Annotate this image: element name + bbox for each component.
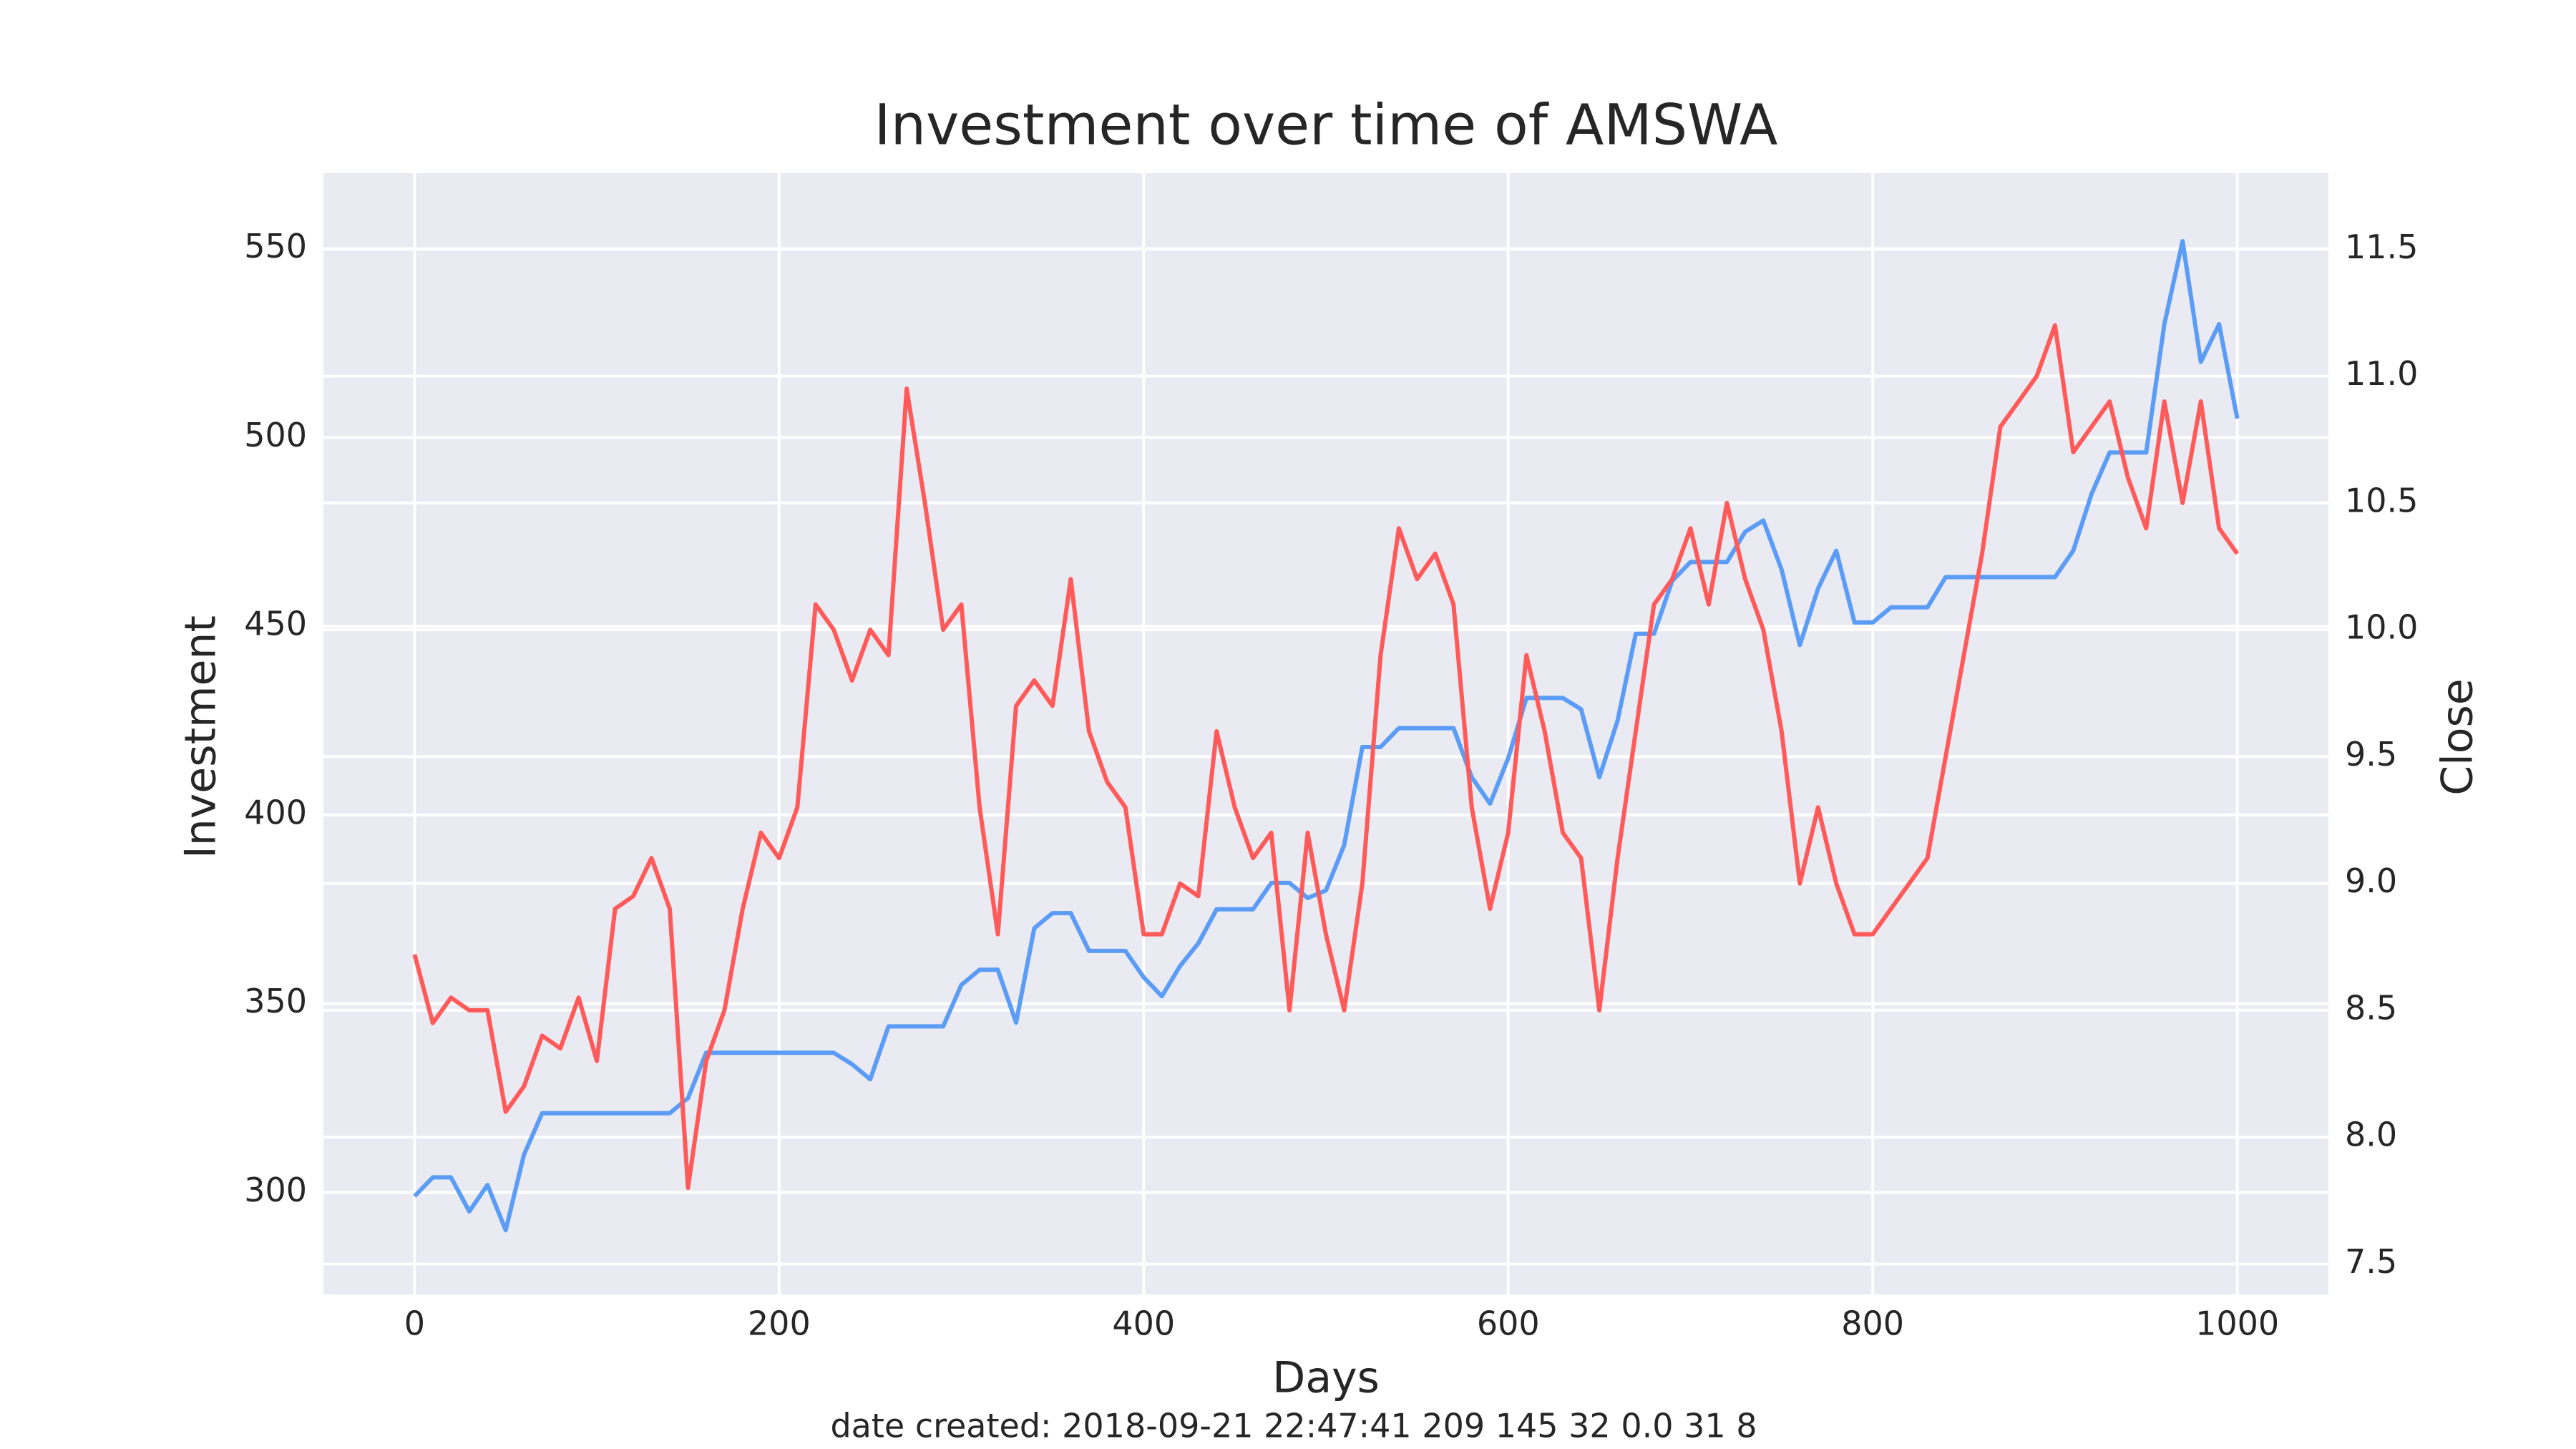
y-tick-label: 300 [244,1171,307,1209]
y2-tick-label: 11.0 [2345,354,2418,393]
footer: date created: 2018-09-21 22:47:41 209 14… [830,1407,1757,1445]
series-line [412,323,2240,1191]
y-tick-label: 450 [244,605,307,643]
x-axis-label: Days [1272,1353,1380,1403]
x-tick-label: 600 [1477,1304,1540,1343]
series-line [413,239,2240,1233]
chart-title: Investment over time of AMSWA [874,93,1778,157]
x-tick-label: 1000 [2195,1304,2279,1343]
y2-tick-label: 9.5 [2345,735,2397,774]
plot-area [323,173,2328,1294]
y2-axis-label: Close [2433,678,2483,795]
y2-tick-label: 7.5 [2345,1242,2397,1281]
y2-tick-label: 10.0 [2345,608,2418,647]
x-tick-label: 400 [1112,1304,1175,1343]
x-tick-label: 0 [404,1304,425,1343]
y2-tick-label: 8.5 [2345,988,2397,1027]
y2-tick-label: 11.5 [2345,228,2418,266]
y2-tick-label: 10.5 [2345,481,2418,519]
x-tick-label: 800 [1841,1304,1904,1343]
y2-tick-label: 8.0 [2345,1116,2397,1154]
y-axis-label: Investment [176,615,226,859]
y-tick-label: 350 [244,982,307,1020]
y-tick-label: 400 [244,793,307,831]
y-tick-label: 550 [244,227,307,265]
y2-tick-label: 9.0 [2345,862,2397,900]
y-tick-label: 500 [244,416,307,454]
x-tick-label: 200 [748,1304,811,1343]
